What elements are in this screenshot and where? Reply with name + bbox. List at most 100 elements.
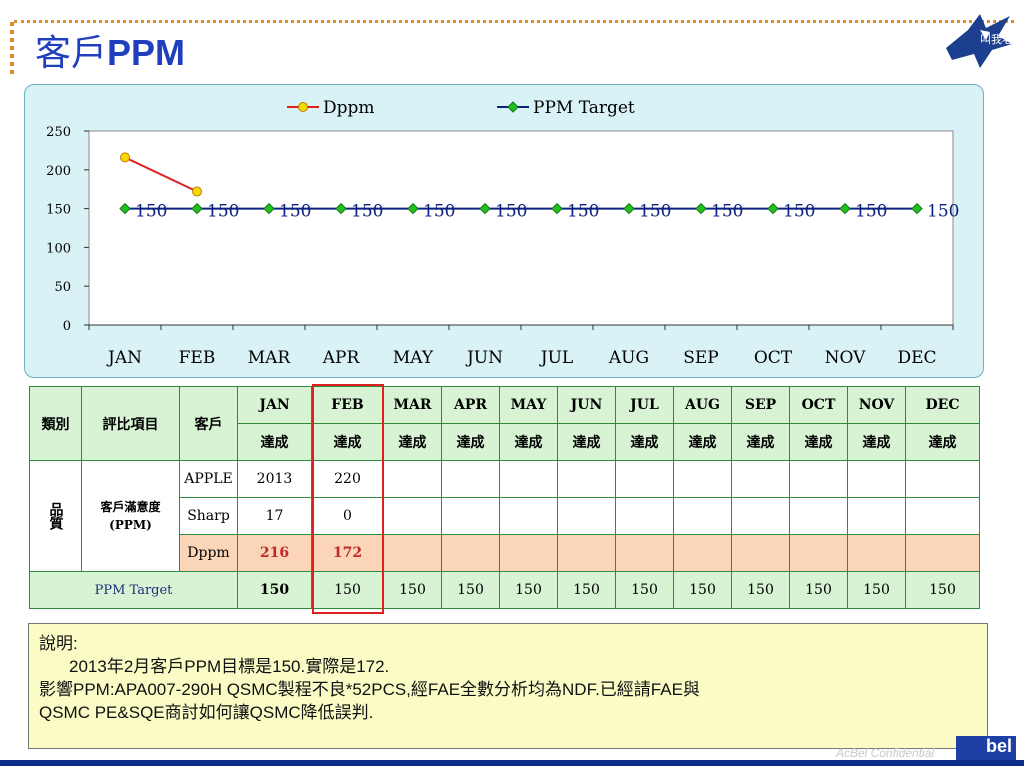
- header-month: APR: [441, 386, 500, 424]
- x-tick-label: JUL: [539, 348, 573, 368]
- data-point-0: [192, 186, 202, 197]
- x-tick-label: MAR: [248, 348, 292, 368]
- target-cell: 150: [905, 571, 980, 609]
- value-cell: 17: [237, 497, 312, 535]
- data-label: 150: [279, 202, 311, 222]
- data-label: 150: [351, 202, 383, 222]
- value-cell: [441, 460, 500, 498]
- legend-marker: [298, 102, 308, 112]
- ppm-table: 類別 評比項目 客戶 JAN FEB MAR APR MAY JUN JUL AUG SEP OCT NO…: [29, 386, 980, 609]
- category-cell: 品質: [29, 460, 82, 572]
- header-month: JAN: [237, 386, 312, 424]
- value-cell: [847, 497, 906, 535]
- target-cell: 150: [615, 571, 674, 609]
- data-label: 150: [495, 202, 527, 222]
- value-cell: 0: [311, 497, 384, 535]
- value-cell: [673, 497, 732, 535]
- value-cell: [441, 534, 500, 572]
- value-cell: [383, 534, 442, 572]
- target-cell: 150: [847, 571, 906, 609]
- value-cell: [731, 534, 790, 572]
- item-cell: 客戶滿意度 (PPM): [81, 460, 180, 572]
- decor-dots: [10, 22, 14, 78]
- data-label: 150: [711, 202, 743, 222]
- value-cell: [557, 497, 616, 535]
- x-tick-label: JUN: [465, 348, 503, 368]
- x-tick-label: JAN: [106, 348, 142, 368]
- confidential-label: AcBel Confidential: [836, 746, 935, 760]
- value-cell: [499, 497, 558, 535]
- data-label: 150: [639, 202, 671, 222]
- value-cell: [731, 497, 790, 535]
- value-cell: [673, 460, 732, 498]
- data-point-1: [191, 202, 203, 215]
- status-cell: 達成: [383, 423, 442, 461]
- header-month: NOV: [847, 386, 906, 424]
- data-label: 150: [783, 202, 815, 222]
- header-category: 類別: [29, 386, 82, 461]
- data-label: 150: [135, 202, 167, 222]
- status-cell: 達成: [905, 423, 980, 461]
- decor-line: [14, 20, 1014, 23]
- x-tick-label: FEB: [179, 348, 216, 368]
- legend-marker: [507, 101, 519, 113]
- data-label: 150: [567, 202, 599, 222]
- target-cell: 150: [383, 571, 442, 609]
- header-month: DEC: [905, 386, 980, 424]
- value-cell: [731, 460, 790, 498]
- y-tick-label: 250: [46, 125, 71, 140]
- header-month: JUL: [615, 386, 674, 424]
- value-cell: [441, 497, 500, 535]
- status-cell: 達成: [615, 423, 674, 461]
- header-month: OCT: [789, 386, 848, 424]
- value-cell: [847, 460, 906, 498]
- target-cell: 150: [237, 571, 312, 609]
- value-cell: [557, 534, 616, 572]
- y-tick-label: 200: [46, 164, 71, 179]
- data-point-0: [120, 152, 130, 163]
- data-label: 150: [855, 202, 887, 222]
- y-tick-label: 150: [46, 203, 71, 218]
- value-cell: [499, 460, 558, 498]
- customer-cell: Sharp: [179, 497, 238, 535]
- x-tick-label: DEC: [897, 348, 936, 368]
- target-cell: 150: [557, 571, 616, 609]
- target-label: PPM Target: [29, 571, 238, 609]
- note-heading: 說明:: [39, 634, 78, 653]
- data-point-1: [551, 202, 563, 215]
- footer-bar: [0, 760, 1024, 766]
- data-point-1: [623, 202, 635, 215]
- data-label: 150: [207, 202, 239, 222]
- line-chart: 0 50 100 150 200 250 JAN FEB MAR APR MAY JUN JUL AUG S…: [46, 98, 959, 368]
- value-cell: 172: [311, 534, 384, 572]
- data-point-1: [263, 202, 275, 215]
- title-ppm: PPM: [107, 32, 186, 73]
- header-item: 評比項目: [81, 386, 180, 461]
- value-cell: [383, 460, 442, 498]
- header-month: FEB: [311, 386, 384, 424]
- eagle-logo: 叫我老鷹: [946, 14, 1018, 68]
- plot-area: [88, 130, 954, 326]
- target-row: PPM Target 150 150 150 150 150 150 150 150 150 150…: [29, 571, 980, 609]
- value-cell: [905, 534, 980, 572]
- data-label: 150: [927, 202, 959, 222]
- chart-panel: 0 50 100 150 200 250 JAN FEB MAR APR MAY JUN JUL AUG S…: [24, 84, 984, 378]
- page-title: 客戶PPM: [35, 24, 185, 76]
- value-cell: [557, 460, 616, 498]
- data-point-1: [407, 202, 419, 215]
- item-unit: (PPM): [109, 518, 152, 532]
- note-line-2: 影響PPM:APA007-290H QSMC製程不良*52PCS,經FAE全數分…: [39, 680, 700, 699]
- value-cell: [847, 534, 906, 572]
- value-cell: [499, 534, 558, 572]
- status-cell: 達成: [673, 423, 732, 461]
- status-cell: 達成: [237, 423, 312, 461]
- x-tick-label: MAY: [393, 348, 434, 368]
- value-cell: [789, 534, 848, 572]
- logo-text: 叫我老鷹: [980, 32, 1018, 46]
- value-cell: [905, 497, 980, 535]
- brand-logo: bel: [956, 736, 1016, 764]
- header-customer: 客戶: [179, 386, 238, 461]
- target-cell: 150: [499, 571, 558, 609]
- item-label: 客戶滿意度: [100, 500, 161, 514]
- value-cell: [615, 460, 674, 498]
